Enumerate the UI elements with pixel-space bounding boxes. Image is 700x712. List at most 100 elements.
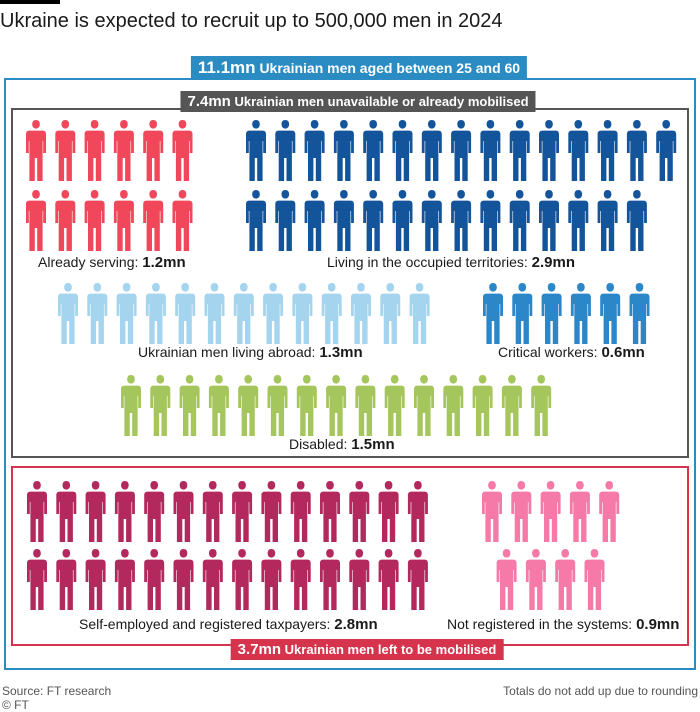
person-icon-self-employed <box>85 481 106 542</box>
person-icon-occupied <box>421 190 442 251</box>
label-text: Disabled: <box>289 436 348 452</box>
label-already-serving: Already serving: 1.2mn <box>38 254 186 271</box>
person-icon-disabled <box>238 375 259 436</box>
person-icon-already-serving <box>55 190 76 251</box>
person-icon-self-employed <box>232 481 253 542</box>
label-disabled: Disabled: 1.5mn <box>289 436 395 453</box>
person-icon-already-serving <box>143 190 164 251</box>
person-icon-occupied <box>363 190 384 251</box>
ft-top-bar <box>0 0 60 4</box>
rounding-note: Totals do not add up due to rounding <box>503 684 698 698</box>
person-icon-self-employed <box>290 481 311 542</box>
person-icon-critical <box>512 283 533 344</box>
person-icon-occupied <box>304 190 325 251</box>
person-icon-already-serving <box>172 190 193 251</box>
unavailable-men-text: Ukrainian men unavailable or already mob… <box>234 94 529 109</box>
unavailable-men-value: 7.4mn <box>187 93 231 110</box>
person-icon-disabled <box>179 375 200 436</box>
person-icon-occupied <box>480 190 501 251</box>
person-icon-disabled <box>472 375 493 436</box>
person-icon-occupied <box>304 120 325 181</box>
person-icon-disabled <box>384 375 405 436</box>
label-self-employed: Self-employed and registered taxpayers: … <box>79 616 378 633</box>
label-text: Already serving: <box>38 254 139 270</box>
copyright-note: © FT <box>2 698 29 712</box>
person-icon-self-employed <box>85 549 106 610</box>
person-icon-occupied <box>392 190 413 251</box>
person-icon-self-employed <box>320 481 340 542</box>
person-icon-self-employed <box>27 481 47 542</box>
person-icon-not-registered <box>511 481 532 542</box>
left-to-mobilise-header: 3.7mn Ukrainian men left to be mobilised <box>230 639 504 660</box>
person-icon-self-employed <box>202 549 223 610</box>
person-icon-occupied <box>392 120 413 181</box>
person-icon-abroad <box>145 283 166 344</box>
person-icon-not-registered <box>525 549 546 610</box>
person-icon-abroad <box>175 283 196 344</box>
label-text: Living in the occupied territories: <box>327 254 528 270</box>
person-icon-self-employed <box>232 549 253 610</box>
label-occupied-territories: Living in the occupied territories: 2.9m… <box>327 254 575 271</box>
person-icon-self-employed <box>320 549 340 610</box>
person-icon-occupied <box>333 120 354 181</box>
person-icon-disabled <box>443 375 464 436</box>
person-icon-already-serving <box>84 190 105 251</box>
person-icon-disabled <box>326 375 347 436</box>
person-icon-disabled <box>208 375 229 436</box>
person-icon-abroad <box>263 283 284 344</box>
unavailable-men-header: 7.4mn Ukrainian men unavailable or alrea… <box>180 91 536 112</box>
person-icon-occupied <box>275 190 296 251</box>
person-icon-occupied <box>626 190 647 251</box>
person-icon-self-employed <box>407 549 428 610</box>
person-icon-occupied <box>275 120 296 181</box>
person-icon-abroad <box>409 283 430 344</box>
label-value: 0.9mn <box>636 616 680 633</box>
person-icon-abroad <box>58 283 78 344</box>
left-to-mobilise-value: 3.7mn <box>237 641 282 658</box>
person-icon-disabled <box>121 375 141 436</box>
source-note: Source: FT research <box>2 684 112 698</box>
label-text: Self-employed and registered taxpayers: <box>79 616 331 632</box>
person-icon-occupied <box>363 120 384 181</box>
person-icon-already-serving <box>113 120 134 181</box>
person-icon-critical <box>600 283 621 344</box>
label-value: 1.2mn <box>142 254 186 271</box>
person-icon-not-registered <box>569 481 590 542</box>
person-icon-disabled <box>355 375 376 436</box>
person-icon-self-employed <box>56 549 77 610</box>
person-icon-already-serving <box>143 120 164 181</box>
person-icon-occupied <box>509 190 530 251</box>
person-icon-occupied <box>539 190 559 251</box>
person-icon-disabled <box>414 375 434 436</box>
person-icon-occupied <box>568 190 589 251</box>
person-icon-occupied <box>597 190 618 251</box>
person-icon-occupied <box>333 190 354 251</box>
person-icon-occupied <box>480 120 501 181</box>
label-value: 2.8mn <box>334 616 378 633</box>
person-icon-occupied <box>246 120 266 181</box>
person-icon-not-registered <box>584 549 605 610</box>
person-icon-self-employed <box>144 481 165 542</box>
person-icon-disabled <box>501 375 522 436</box>
person-icon-critical <box>541 283 562 344</box>
person-icon-self-employed <box>173 549 194 610</box>
person-icon-occupied <box>568 120 589 181</box>
person-icon-self-employed <box>27 549 47 610</box>
person-icon-already-serving <box>55 120 76 181</box>
person-icon-self-employed <box>349 481 370 542</box>
person-icon-not-registered <box>599 481 620 542</box>
person-icon-abroad <box>233 283 254 344</box>
person-icon-self-employed <box>56 481 77 542</box>
label-value: 2.9mn <box>531 254 576 271</box>
left-to-mobilise-text: Ukrainian men left to be mobilised <box>284 642 497 657</box>
label-value: 1.3mn <box>319 344 363 361</box>
person-icon-abroad <box>321 283 342 344</box>
person-icon-occupied <box>451 120 472 181</box>
person-icon-already-serving <box>172 120 193 181</box>
person-icon-self-employed <box>378 481 399 542</box>
label-text: Critical workers: <box>498 344 598 360</box>
person-icon-occupied <box>451 190 472 251</box>
label-critical-workers: Critical workers: 0.6mn <box>498 344 645 361</box>
person-icon-critical <box>483 283 503 344</box>
